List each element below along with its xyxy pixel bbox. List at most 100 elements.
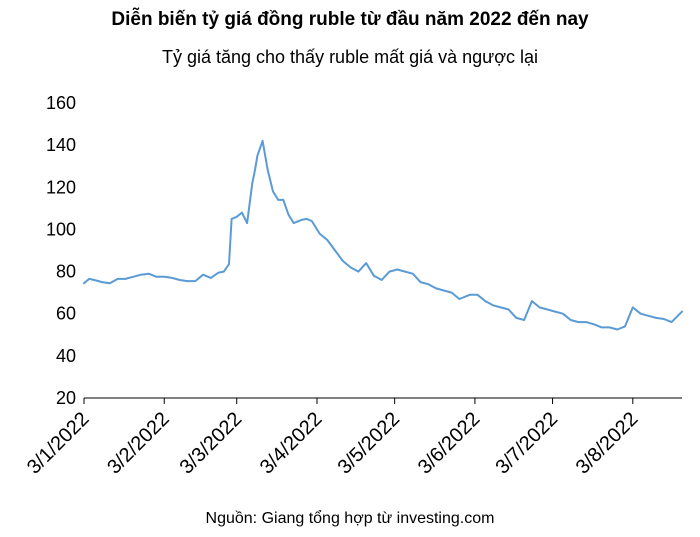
data-point xyxy=(373,274,375,277)
data-point xyxy=(468,293,471,296)
data-point xyxy=(608,326,611,329)
data-point xyxy=(616,328,619,331)
data-point xyxy=(83,282,85,284)
data-point xyxy=(194,280,197,282)
data-point xyxy=(562,312,564,315)
data-point xyxy=(256,154,259,157)
data-point xyxy=(388,270,391,273)
data-point xyxy=(523,319,525,321)
data-point xyxy=(357,270,360,273)
data-point xyxy=(93,279,96,281)
data-point xyxy=(318,232,321,235)
y-tick-label: 100 xyxy=(46,219,76,239)
data-point xyxy=(101,281,103,283)
series-line xyxy=(83,139,683,331)
data-point xyxy=(251,182,254,184)
data-point xyxy=(171,277,173,279)
data-point xyxy=(419,281,422,283)
data-point xyxy=(163,276,166,278)
data-point xyxy=(210,277,212,279)
data-point xyxy=(178,279,181,281)
data-point xyxy=(380,279,383,281)
data-point xyxy=(287,213,290,216)
data-point xyxy=(663,318,665,320)
data-point xyxy=(132,276,134,278)
data-point xyxy=(531,300,533,302)
data-point xyxy=(241,211,243,214)
y-tick-label: 80 xyxy=(56,262,76,282)
data-point xyxy=(228,263,230,265)
data-point xyxy=(624,325,626,328)
y-tick-label: 40 xyxy=(56,346,76,366)
data-point xyxy=(217,271,220,274)
data-point xyxy=(632,306,634,309)
data-point xyxy=(546,308,549,311)
data-point xyxy=(261,140,264,142)
data-point xyxy=(585,321,588,323)
data-point xyxy=(569,319,572,321)
data-point xyxy=(681,310,683,313)
x-axis: 3/1/2022 3/2/2022 3/3/2022 3/4/2022 3/5/2022… xyxy=(23,397,682,479)
data-point xyxy=(593,323,595,326)
data-point xyxy=(507,308,510,311)
data-point xyxy=(246,222,248,224)
data-point xyxy=(116,278,119,280)
chart-title: Diễn biến tỷ giá đồng ruble từ đầu năm 2… xyxy=(111,9,589,30)
data-point xyxy=(492,304,494,307)
chart-subtitle: Tỷ giá tăng cho thấy ruble mất giá và ng… xyxy=(161,47,539,67)
y-tick-label: 120 xyxy=(46,177,76,197)
data-point xyxy=(305,218,308,220)
data-point xyxy=(655,317,657,319)
data-point xyxy=(499,306,502,309)
x-tick-label: 3/3/2022 xyxy=(176,408,247,479)
data-point xyxy=(300,219,303,221)
y-tick-label: 140 xyxy=(46,135,76,155)
data-point xyxy=(140,273,142,276)
data-point xyxy=(186,280,189,282)
data-point xyxy=(411,272,414,275)
data-point xyxy=(254,169,256,172)
data-point xyxy=(484,300,487,302)
data-point xyxy=(326,239,329,241)
data-point xyxy=(155,276,158,278)
data-point xyxy=(109,282,111,284)
data-point xyxy=(349,266,352,269)
data-point xyxy=(639,312,642,315)
data-point xyxy=(272,190,274,193)
x-tick-label: 3/1/2022 xyxy=(23,408,94,479)
y-tick-label: 20 xyxy=(56,388,76,408)
data-point xyxy=(292,222,295,224)
x-tick-label: 3/2/2022 xyxy=(103,408,174,479)
data-point xyxy=(342,260,344,262)
x-tick-label: 3/5/2022 xyxy=(334,408,405,479)
data-point xyxy=(396,268,399,271)
data-point xyxy=(515,317,518,319)
data-point xyxy=(202,273,204,276)
x-tick-label: 3/8/2022 xyxy=(572,408,643,479)
x-tick-label: 3/6/2022 xyxy=(414,408,485,479)
data-point xyxy=(647,315,650,317)
data-point xyxy=(277,199,279,201)
y-tick-label: 160 xyxy=(46,93,76,113)
y-tick-label: 60 xyxy=(56,304,76,324)
data-point xyxy=(600,326,603,329)
data-point xyxy=(147,272,150,275)
data-point xyxy=(365,262,367,264)
data-point xyxy=(427,283,430,286)
y-axis: 20 40 60 80 100 120 140 160 xyxy=(46,93,76,408)
data-point xyxy=(577,321,580,323)
data-point xyxy=(311,220,313,222)
data-point xyxy=(222,270,225,273)
data-point xyxy=(282,199,285,201)
data-point xyxy=(538,306,541,309)
series-layer xyxy=(83,139,683,331)
data-point xyxy=(670,321,673,323)
data-point xyxy=(230,218,233,220)
chart-source: Nguồn: Giang tổng hợp từ investing.com xyxy=(205,510,495,527)
data-point xyxy=(443,289,445,292)
data-point xyxy=(458,298,461,300)
x-tick-label: 3/7/2022 xyxy=(491,408,562,479)
x-tick-label: 3/4/2022 xyxy=(256,408,327,479)
data-point xyxy=(124,278,127,280)
